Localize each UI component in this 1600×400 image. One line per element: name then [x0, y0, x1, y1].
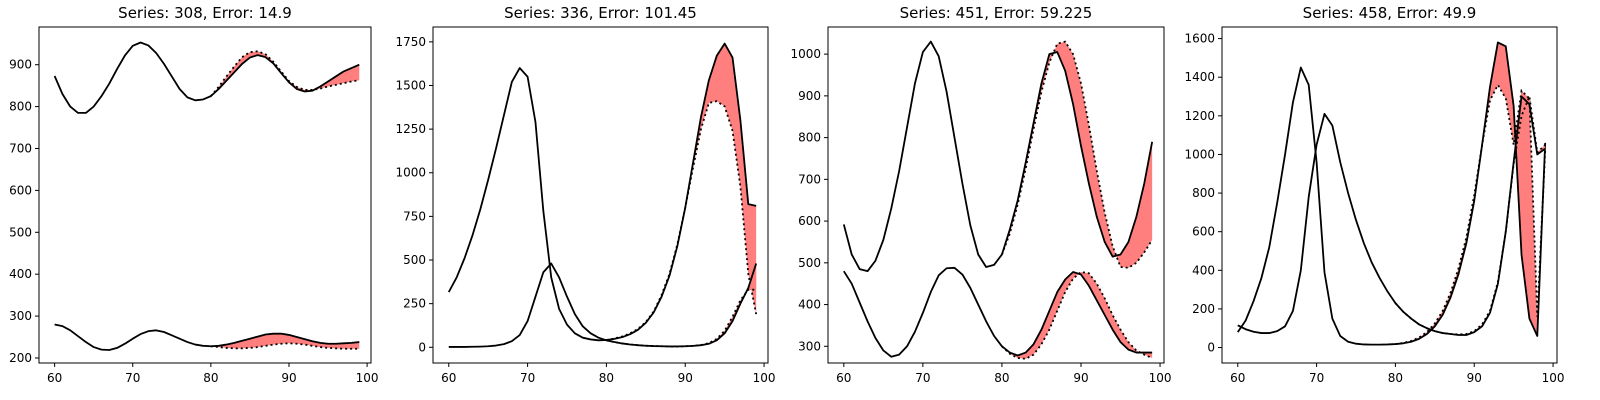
chart-title: Series: 336, Error: 101.45 [504, 4, 697, 22]
y-tick-label: 900 [9, 58, 32, 72]
x-tick-label: 90 [678, 371, 693, 385]
x-tick-label: 80 [599, 371, 614, 385]
error-band-series-1 [606, 43, 757, 340]
error-band-series-2 [1001, 272, 1153, 359]
x-tick-label: 90 [281, 371, 296, 385]
y-tick-label: 1000 [1184, 147, 1215, 161]
x-tick-label: 60 [441, 371, 456, 385]
chart-panel-3: 60 70 80 90 100 300 400 500 600 700 800 900 1000 Seri… [790, 4, 1171, 385]
chart-panel-2: 60 70 80 90 10002505007501000125015001750Ser… [395, 4, 775, 385]
y-tick-label: 1000 [395, 166, 426, 180]
x-tick-label: 60 [47, 371, 62, 385]
x-tick-label: 100 [356, 371, 379, 385]
x-tick-label: 80 [203, 371, 218, 385]
x-tick-label: 70 [520, 371, 535, 385]
y-tick-label: 750 [403, 209, 426, 223]
chart-title: Series: 451, Error: 59.225 [900, 4, 1093, 22]
plot-area [53, 41, 360, 351]
plot-area [842, 40, 1154, 360]
y-tick-label: 300 [798, 339, 821, 353]
x-tick-label: 60 [1230, 371, 1245, 385]
y-tick-label: 400 [9, 267, 32, 281]
error-band-series-1 [1001, 41, 1153, 268]
plot-area [1237, 41, 1547, 346]
x-tick-label: 70 [1309, 371, 1324, 385]
y-tick-label: 400 [1192, 263, 1215, 277]
y-tick-label: 800 [1192, 186, 1215, 200]
y-tick-label: 900 [798, 89, 821, 103]
forecast-line-series-1 [1395, 83, 1547, 345]
forecast-line-series-1 [1001, 40, 1153, 269]
x-tick-label: 100 [1149, 371, 1172, 385]
actual-line-series-1 [842, 40, 1154, 273]
x-tick-label: 90 [1073, 371, 1088, 385]
actual-line-series-1 [447, 42, 757, 342]
axes-frame [1221, 26, 1558, 364]
y-tick-label: 800 [9, 100, 32, 114]
y-tick-label: 600 [9, 183, 32, 197]
y-tick-label: 1600 [1184, 32, 1215, 46]
y-tick-label: 500 [798, 256, 821, 270]
x-tick-label: 70 [915, 371, 930, 385]
axes-frame [432, 26, 769, 364]
y-tick-label: 700 [798, 172, 821, 186]
y-tick-label: 1400 [1184, 70, 1215, 84]
actual-line-series-2 [54, 323, 360, 351]
y-tick-label: 400 [798, 298, 821, 312]
x-tick-label: 70 [125, 371, 140, 385]
chart-title: Series: 308, Error: 14.9 [118, 4, 292, 22]
y-tick-label: 1500 [395, 78, 426, 92]
x-tick-label: 80 [1388, 371, 1403, 385]
y-tick-label: 800 [798, 131, 821, 145]
y-tick-label: 200 [9, 351, 32, 365]
axes-frame [827, 26, 1165, 364]
chart-title: Series: 458, Error: 49.9 [1303, 4, 1477, 22]
actual-line-series-1 [1237, 41, 1547, 346]
forecast-line-series-2 [606, 288, 757, 348]
error-band-series-2 [210, 333, 360, 349]
y-tick-label: 1000 [790, 47, 821, 61]
y-tick-label: 1750 [395, 35, 426, 49]
y-tick-label: 0 [418, 340, 426, 354]
actual-line-series-2 [843, 266, 1153, 358]
x-tick-label: 90 [1467, 371, 1482, 385]
y-tick-label: 250 [403, 297, 426, 311]
forecast-line-series-1 [606, 100, 758, 341]
y-tick-label: 300 [9, 309, 32, 323]
y-tick-label: 200 [1192, 302, 1215, 316]
chart-panel-4: 60 70 80 90 10002004006008001000120014001600… [1184, 4, 1564, 385]
actual-line-series-1 [53, 41, 360, 114]
forecast-line-series-2 [1394, 93, 1546, 336]
y-tick-label: 1200 [1184, 109, 1215, 123]
axes-frame [38, 26, 372, 364]
y-tick-label: 500 [9, 225, 32, 239]
x-tick-label: 100 [1542, 371, 1565, 385]
y-tick-label: 600 [1192, 225, 1215, 239]
y-tick-label: 0 [1207, 341, 1215, 355]
y-tick-label: 1250 [395, 122, 426, 136]
x-tick-label: 100 [753, 371, 776, 385]
y-tick-label: 500 [403, 253, 426, 267]
y-tick-label: 700 [9, 141, 32, 155]
x-tick-label: 60 [836, 371, 851, 385]
plot-area [447, 42, 758, 348]
actual-line-series-2 [1237, 95, 1546, 336]
actual-line-series-2 [448, 262, 758, 348]
x-tick-label: 80 [994, 371, 1009, 385]
error-band-series-1 [1395, 42, 1546, 345]
y-tick-label: 600 [798, 214, 821, 228]
chart-panel-1: 60 70 80 90 100 200 300 400 500 600 700 800 900 Serie… [9, 4, 378, 385]
